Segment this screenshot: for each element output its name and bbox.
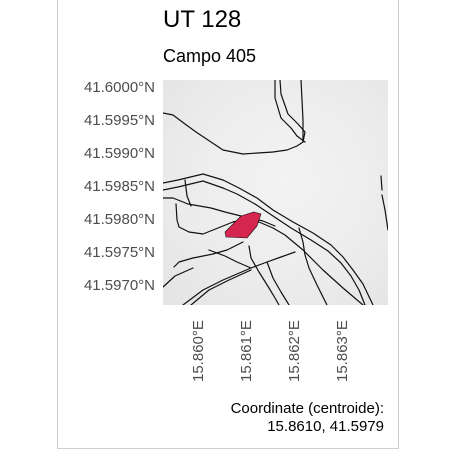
road-line: [163, 197, 364, 305]
road-line: [222, 187, 366, 305]
road-line: [381, 194, 388, 231]
y-tick-label: 41.5990°N: [83, 145, 155, 162]
x-tick-text: 15.861°E: [238, 320, 255, 382]
map-canvas: [163, 80, 388, 305]
road-line: [274, 80, 306, 143]
road-line: [163, 180, 224, 191]
y-tick-label: 41.6000°N: [83, 79, 155, 96]
road-line: [182, 251, 296, 305]
y-tick-label: 41.5975°N: [83, 244, 155, 261]
x-tick-text: 15.860°E: [190, 320, 207, 382]
road-line: [222, 179, 374, 305]
road-line: [380, 175, 383, 191]
road-line: [300, 80, 304, 143]
parcel-polygon: [224, 211, 262, 239]
x-tick-text: 15.863°E: [334, 320, 351, 382]
road-line: [279, 80, 306, 143]
road-line: [208, 249, 252, 269]
panel-frame: [57, 0, 399, 449]
y-tick-label: 41.5985°N: [83, 178, 155, 195]
coordinate-caption: Coordinate (centroide): 15.8610, 41.5979: [231, 400, 384, 436]
map-subtitle: Campo 405: [163, 46, 257, 66]
y-tick-label: 41.5980°N: [83, 211, 155, 228]
x-tick-text: 15.862°E: [286, 320, 303, 382]
road-line: [248, 245, 280, 305]
road-line: [266, 261, 290, 305]
map-title: UT 128: [163, 6, 242, 33]
road-line: [184, 179, 192, 207]
road-line: [173, 241, 244, 268]
road-line: [163, 267, 194, 288]
x-tick-label: 15.863°E: [334, 310, 397, 382]
road-line: [298, 227, 328, 305]
road-line: [190, 269, 252, 305]
y-tick-label: 41.5995°N: [83, 112, 155, 129]
coordinate-caption-label: Coordinate (centroide):: [230, 400, 384, 417]
road-line: [163, 173, 224, 184]
y-tick-label: 41.5970°N: [83, 277, 155, 294]
road-line: [163, 112, 304, 155]
coordinate-caption-value: 15.8610, 41.5979: [267, 418, 384, 435]
